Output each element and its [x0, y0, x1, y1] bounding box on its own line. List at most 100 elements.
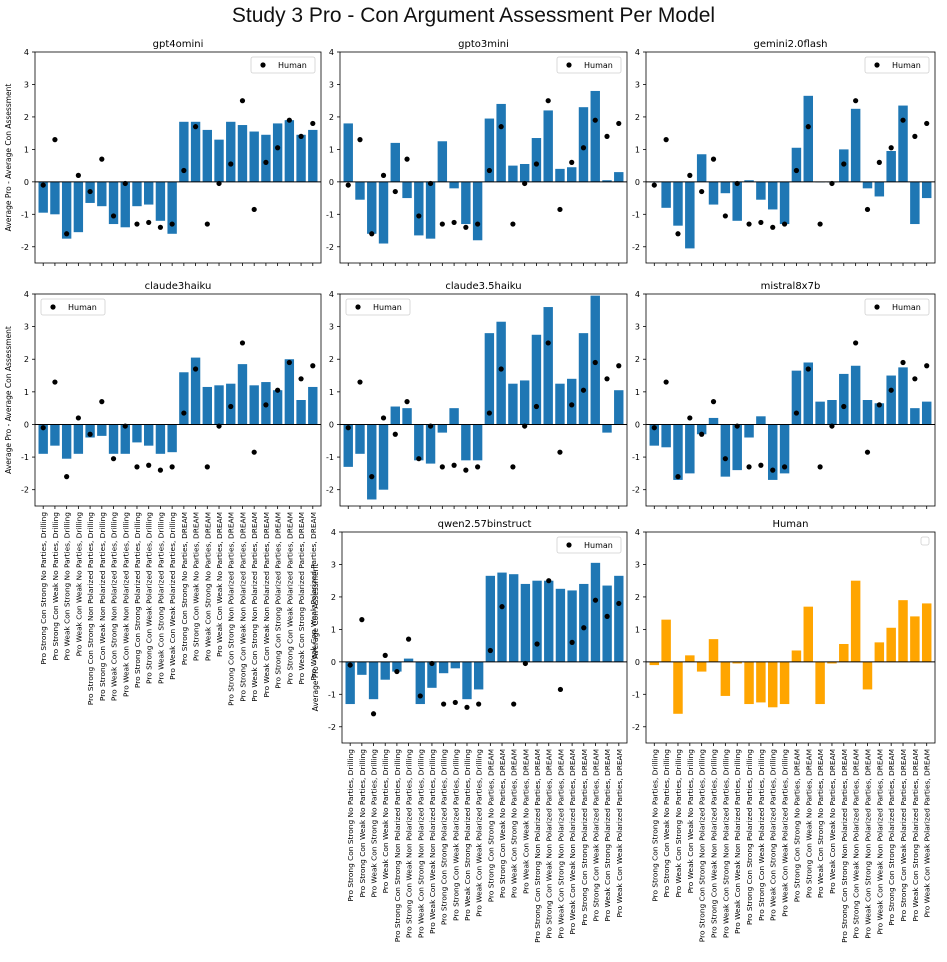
bar	[155, 424, 166, 454]
y-tick-label: 3	[331, 560, 336, 569]
human-point	[487, 647, 493, 654]
human-point	[533, 161, 540, 167]
human-point	[770, 467, 776, 473]
human-point	[181, 410, 187, 416]
bar	[284, 120, 295, 182]
human-point	[710, 156, 717, 162]
bar	[567, 167, 577, 182]
bar	[496, 321, 506, 425]
legend-marker	[874, 304, 880, 310]
x-tick-label: Pro Weak Con Strong Non Polarized Partie…	[863, 749, 872, 939]
human-point	[581, 625, 587, 631]
human-point	[781, 464, 788, 470]
bar	[85, 424, 95, 438]
bar	[803, 606, 814, 662]
legend-marker	[874, 62, 880, 68]
human-point	[251, 449, 257, 455]
x-tick-label: Pro Strong Con Weak Polarized Parties, D…	[451, 749, 460, 921]
x-tick-label: Pro Weak Con Strong No Parties, DREAM	[816, 749, 825, 898]
y-tick-label: 1	[331, 625, 336, 634]
x-tick-label: Pro Strong Con Weak Non Polarized Partie…	[405, 749, 414, 938]
plot-frame	[339, 51, 628, 264]
human-point	[310, 363, 316, 369]
human-point	[40, 182, 46, 188]
bar	[179, 372, 189, 425]
bar	[144, 424, 154, 446]
human-point	[134, 221, 140, 227]
human-point	[853, 98, 859, 104]
human-point	[427, 423, 434, 429]
human-point	[359, 617, 365, 623]
bar	[732, 424, 742, 471]
figure-title: Study 3 Pro - Con Argument Assessment Pe…	[231, 4, 716, 27]
bar	[155, 181, 166, 221]
x-tick-label: Pro Strong Con Weak Non Polarized Partie…	[710, 749, 719, 938]
bar	[614, 575, 624, 662]
bar	[462, 661, 472, 700]
x-tick-label: Pro Weak Con Weak Polarized Parties, Dri…	[781, 749, 790, 917]
plot-frame	[34, 293, 322, 507]
human-point	[357, 379, 363, 385]
y-tick-label: 2	[635, 593, 640, 602]
bar	[357, 661, 367, 675]
bar	[544, 580, 554, 662]
bar	[673, 181, 683, 226]
bar	[661, 619, 671, 662]
x-tick-label: Pro Strong Con Weak Polarized Parties, D…	[591, 749, 600, 922]
bar	[61, 424, 72, 459]
y-tick-label: 2	[329, 355, 334, 364]
human-point	[52, 379, 58, 385]
bar	[249, 385, 259, 425]
human-point	[557, 206, 563, 213]
x-tick-label: Pro Strong Con Strong Non Polarized Part…	[840, 749, 849, 943]
y-tick-label: 1	[24, 388, 29, 397]
human-point	[758, 219, 764, 226]
bar	[496, 103, 506, 182]
human-point	[146, 219, 152, 226]
human-point	[310, 120, 316, 127]
bar	[614, 172, 624, 182]
legend-label: Human	[278, 61, 307, 70]
human-point	[228, 403, 234, 410]
x-tick-label: Pro Strong Con Strong No Parties, Drilli…	[650, 749, 659, 902]
bar	[403, 658, 414, 662]
human-point	[370, 711, 377, 717]
x-tick-label: Pro Weak Con Weak No Parties, Drilling	[686, 749, 695, 894]
bar	[791, 650, 802, 662]
bar	[685, 655, 695, 662]
human-point	[181, 167, 187, 174]
bar	[390, 406, 400, 425]
x-tick-label: Pro Weak Con Strong No Parties, Drilling	[63, 512, 72, 661]
y-tick-label: -1	[632, 453, 640, 462]
human-point	[499, 604, 505, 610]
bar	[685, 424, 695, 474]
bar	[415, 661, 425, 705]
y-tick-label: -1	[326, 210, 334, 219]
bar	[355, 424, 365, 454]
x-tick-label: Pro Weak Con Strong Polarized Parties, D…	[911, 749, 920, 922]
x-tick-label: Pro Strong Con Strong Polarized Parties,…	[745, 749, 754, 925]
y-tick-label: 0	[329, 420, 334, 429]
x-tick-label: Pro Strong Con Weak No Parties, DREAM	[498, 749, 507, 898]
human-point	[463, 467, 469, 473]
x-tick-label: Pro Strong Con Weak No Parties, Drilling	[358, 749, 367, 898]
bar	[509, 574, 519, 662]
x-tick-label: Pro Strong Con Weak No Parties, Drilling	[51, 512, 60, 661]
bar	[343, 424, 353, 467]
y-tick-label: 2	[635, 355, 640, 364]
bar	[355, 181, 365, 200]
y-tick-label: 0	[635, 658, 640, 667]
human-point	[522, 423, 528, 429]
bar	[850, 580, 861, 662]
bar	[756, 181, 766, 200]
human-point	[192, 124, 199, 130]
human-point	[805, 366, 811, 372]
x-tick-label: Pro Weak Con Strong No Parties, DREAM	[510, 749, 519, 898]
human-point	[239, 340, 246, 346]
panel-title: gpto3mini	[458, 39, 509, 50]
human-point	[651, 182, 657, 188]
y-tick-label: 4	[331, 528, 336, 537]
bar	[708, 181, 719, 205]
bar	[108, 424, 119, 454]
bar	[427, 661, 437, 688]
